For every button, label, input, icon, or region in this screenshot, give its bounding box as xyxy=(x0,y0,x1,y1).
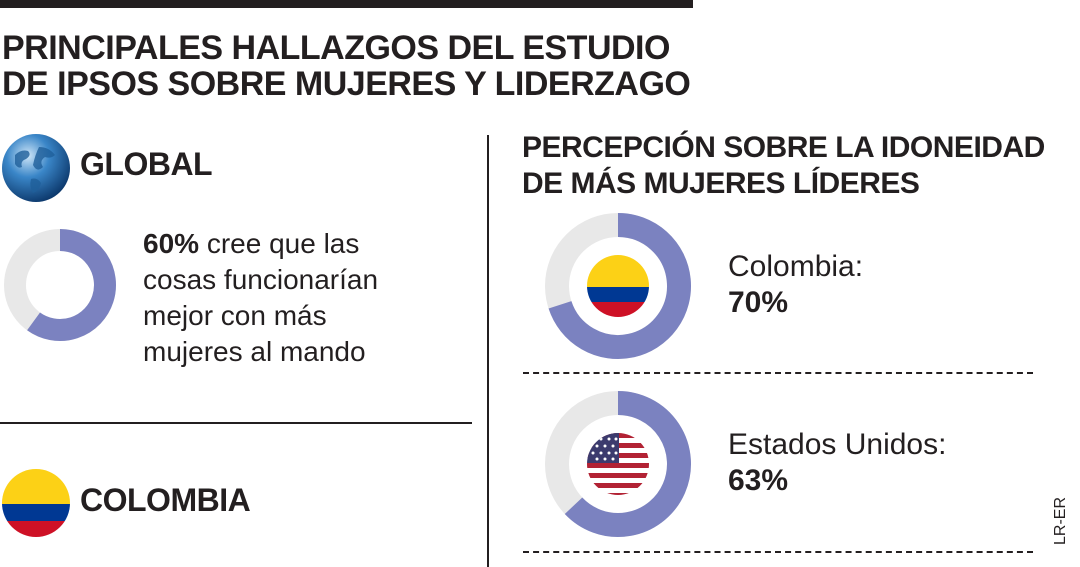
donut-chart-colombia xyxy=(545,213,691,359)
usa-flag-icon xyxy=(587,433,649,495)
colombia-flag-icon xyxy=(2,469,70,537)
perception-title-line-2: DE MÁS MUJERES LÍDERES xyxy=(522,167,920,200)
global-text-1: cree que las xyxy=(199,228,360,259)
global-description: 60% cree que las cosas funcionarían mejo… xyxy=(143,226,378,370)
horizontal-divider xyxy=(0,422,472,424)
page-title: PRINCIPALES HALLAZGOS DEL ESTUDIO DE IPS… xyxy=(2,29,691,103)
donut-arc xyxy=(27,229,116,341)
colombia-flag-icon xyxy=(587,255,649,317)
perception-value-usa: 63% xyxy=(728,464,789,497)
donut-arc xyxy=(564,391,691,537)
donut-chart-usa xyxy=(545,391,691,537)
section-label-colombia: COLOMBIA xyxy=(80,482,251,518)
credit: LR-ER xyxy=(1052,496,1069,545)
dashed-separator xyxy=(523,372,1033,374)
perception-title: PERCEPCIÓN SOBRE LA IDONEIDAD DE MÁS MUJ… xyxy=(522,130,1045,202)
top-rule xyxy=(0,0,693,8)
perception-country-usa: Estados Unidos: xyxy=(728,428,947,461)
perception-title-line-1: PERCEPCIÓN SOBRE LA IDONEIDAD xyxy=(522,131,1045,164)
title-line-2: DE IPSOS SOBRE MUJERES Y LIDERZAGO xyxy=(2,65,691,103)
donut-chart-global xyxy=(4,229,116,341)
perception-country-colombia: Colombia: xyxy=(728,250,864,283)
global-stat: 60% xyxy=(143,228,200,259)
title-line-1: PRINCIPALES HALLAZGOS DEL ESTUDIO xyxy=(2,29,670,67)
perception-value-colombia: 70% xyxy=(728,286,789,319)
donut-arc xyxy=(548,213,691,359)
global-text-4: mujeres al mando xyxy=(143,336,366,367)
dashed-separator xyxy=(523,551,1033,553)
global-text-2: cosas funcionarían xyxy=(143,264,379,295)
globe-icon xyxy=(2,134,70,202)
section-label-global: GLOBAL xyxy=(80,146,213,182)
global-text-3: mejor con más xyxy=(143,300,327,331)
vertical-divider xyxy=(487,135,489,567)
